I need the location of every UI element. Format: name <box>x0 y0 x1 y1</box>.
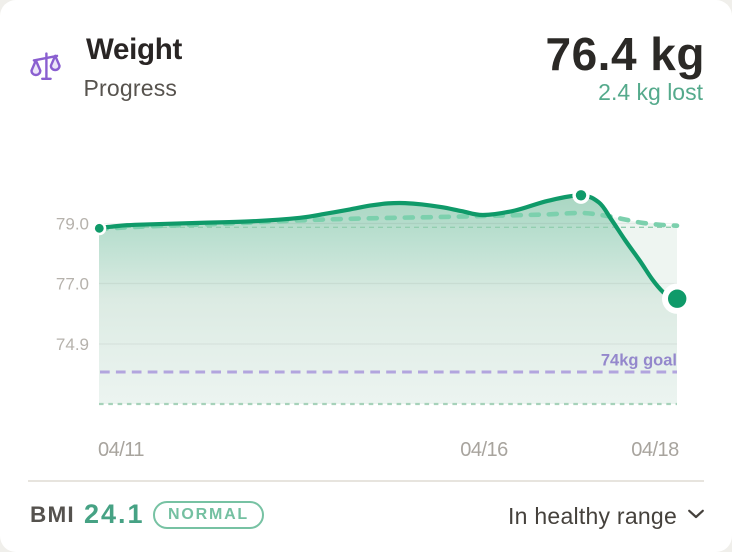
svg-text:79.0: 79.0 <box>56 215 89 234</box>
svg-text:74kg goal: 74kg goal <box>601 352 677 370</box>
svg-text:04/18: 04/18 <box>631 439 679 461</box>
svg-text:74.9: 74.9 <box>56 335 89 354</box>
svg-text:77.0: 77.0 <box>56 275 89 294</box>
svg-text:04/11: 04/11 <box>98 439 144 461</box>
svg-text:04/16: 04/16 <box>460 439 508 461</box>
